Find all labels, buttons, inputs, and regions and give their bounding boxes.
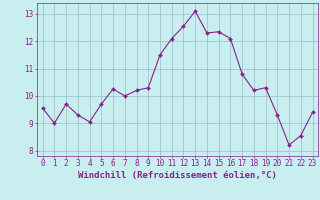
X-axis label: Windchill (Refroidissement éolien,°C): Windchill (Refroidissement éolien,°C)	[78, 171, 277, 180]
